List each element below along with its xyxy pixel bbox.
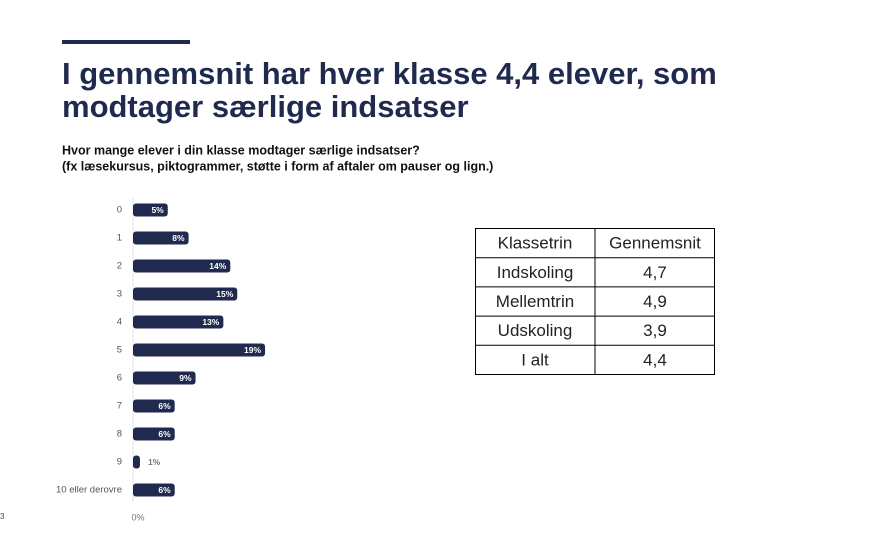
y-tick-label: 9 [117, 457, 122, 468]
table-cell: 4,7 [643, 263, 667, 282]
y-tick-label: 3 [117, 289, 122, 300]
bar [133, 427, 175, 441]
value-label: 14% [209, 261, 226, 271]
bar [133, 483, 175, 497]
x-tick-label: 0% [131, 512, 144, 522]
value-label: 9% [179, 373, 192, 383]
y-tick-label: 8 [117, 429, 122, 440]
bar [133, 315, 224, 329]
value-label: 13% [202, 317, 219, 327]
accent-rule [62, 40, 190, 44]
table-cell: Udskoling [498, 321, 573, 340]
value-label: 19% [244, 345, 261, 355]
table-cell: Mellemtrin [496, 292, 574, 311]
bar [133, 231, 189, 245]
value-label: 1% [148, 457, 161, 467]
table-cell: 3,9 [643, 321, 667, 340]
subtitle-line: Hvor mange elever i din klasse modtager … [62, 143, 420, 157]
y-tick-label: 7 [117, 401, 122, 412]
subtitle-line: (fx læsekursus, piktogrammer, støtte i f… [62, 159, 493, 173]
y-tick-label: 1 [117, 233, 122, 244]
value-label: 6% [158, 429, 171, 439]
value-label: 15% [216, 289, 233, 299]
y-tick-label: 5 [117, 345, 122, 356]
table-header-cell: Klassetrin [498, 234, 573, 253]
bar [133, 203, 168, 217]
table-header-cell: Gennemsnit [609, 234, 701, 253]
value-label: 6% [158, 401, 171, 411]
page-number: 3 [0, 512, 5, 521]
bar [133, 399, 175, 413]
title-line: I gennemsnit har hver klasse 4,4 elever,… [62, 56, 717, 91]
summary-table: Klassetrin Gennemsnit Indskoling 4,7 Mellemt… [475, 228, 715, 375]
bar [133, 455, 140, 469]
table-cell: I alt [521, 350, 549, 369]
value-label: 6% [158, 485, 171, 495]
bar [133, 287, 238, 301]
table-cell: 4,4 [643, 350, 667, 369]
table-cell: 4,9 [643, 292, 667, 311]
bar [133, 371, 196, 385]
y-tick-label: 2 [117, 261, 122, 272]
value-label: 5% [151, 205, 164, 215]
y-tick-label: 10 eller derovre [56, 485, 122, 496]
y-tick-label: 4 [117, 317, 122, 328]
bar [133, 343, 266, 357]
table-cell: Indskoling [497, 263, 574, 282]
y-tick-label: 6 [117, 373, 122, 384]
title-line: modtager særlige indsatser [62, 89, 469, 124]
y-tick-label: 0 [117, 205, 122, 216]
bar [133, 259, 231, 273]
value-label: 8% [172, 233, 185, 243]
